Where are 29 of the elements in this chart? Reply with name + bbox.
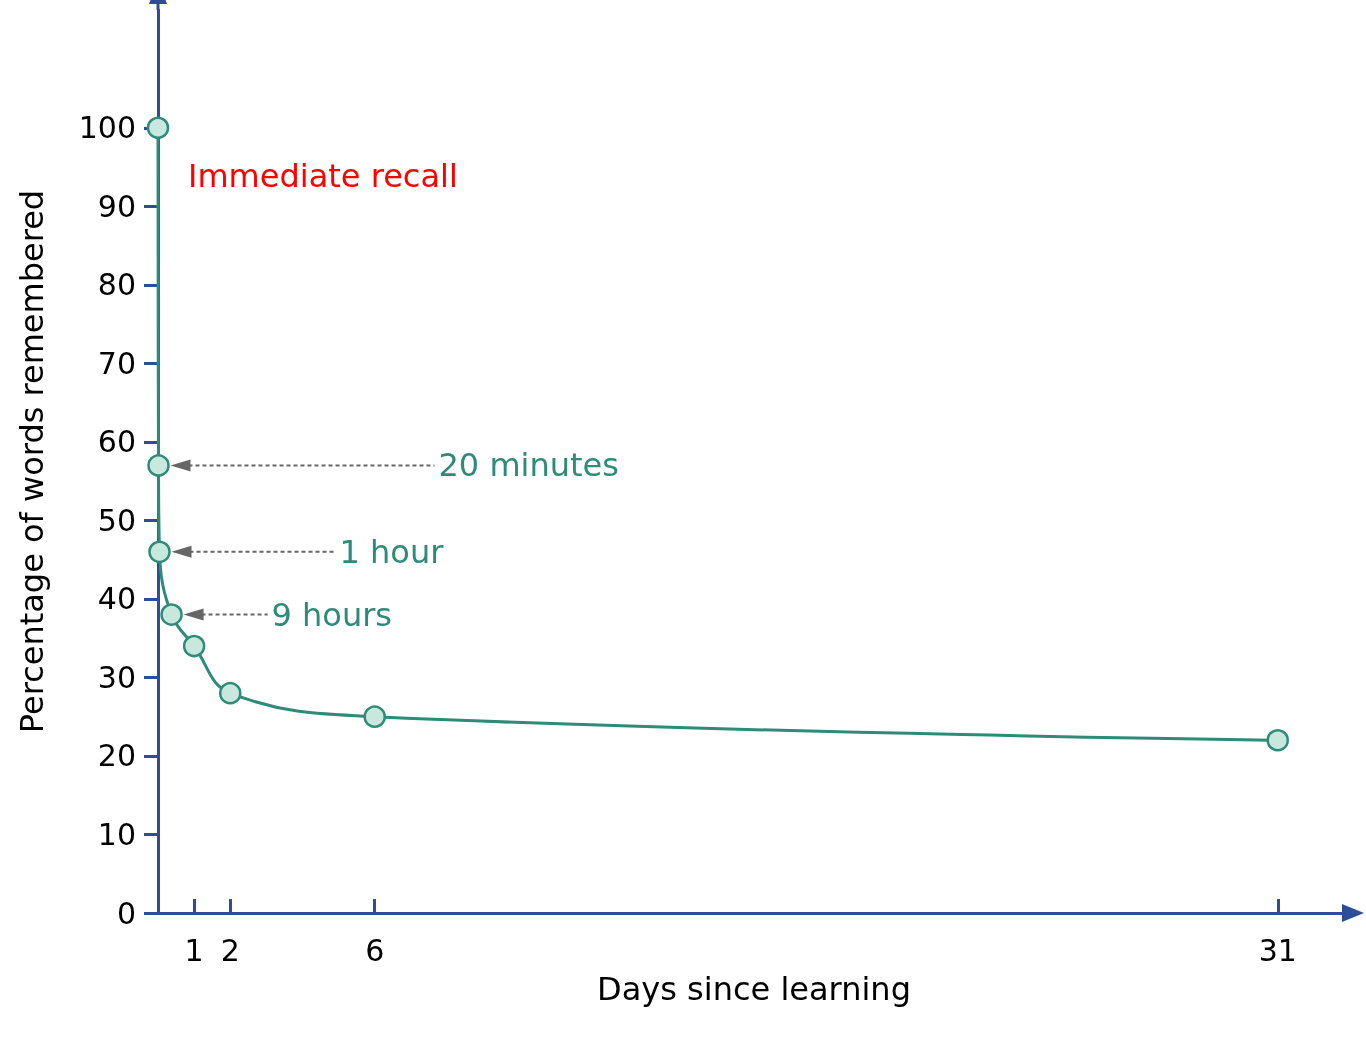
y-tick-label: 50 — [97, 502, 136, 538]
x-tick-label: 1 — [184, 932, 204, 968]
y-tick-label: 40 — [97, 581, 136, 617]
annotation: Immediate recall — [188, 156, 458, 195]
point — [148, 540, 171, 564]
point — [146, 116, 170, 140]
annotation: 9 hours — [271, 595, 393, 634]
x-tick-label: 2 — [220, 932, 240, 968]
y-axis-title: Percentage of words remembered — [13, 189, 51, 734]
point — [182, 634, 206, 658]
y-tick-label: 20 — [97, 738, 136, 774]
y-tick-label: 60 — [97, 424, 136, 460]
annotation: 20 minutes — [438, 446, 619, 485]
x-axis-title: Days since learning — [597, 970, 911, 1008]
y-tick-label: 30 — [97, 659, 136, 695]
point — [363, 705, 386, 728]
point — [147, 454, 170, 477]
x-tick-label: 31 — [1258, 932, 1297, 968]
y-tick-label: 80 — [97, 267, 136, 303]
point — [1266, 729, 1290, 752]
y-tick-label: 70 — [97, 345, 136, 381]
y-tick-label: 0 — [116, 895, 136, 931]
y-tick-label: 10 — [97, 816, 136, 852]
point — [160, 603, 183, 626]
y-tick-label: 90 — [97, 188, 136, 224]
x-tick-label: 6 — [365, 932, 385, 968]
y-tick-label: 100 — [78, 110, 136, 146]
annotation: 1 hour — [339, 532, 445, 571]
point — [219, 681, 242, 705]
